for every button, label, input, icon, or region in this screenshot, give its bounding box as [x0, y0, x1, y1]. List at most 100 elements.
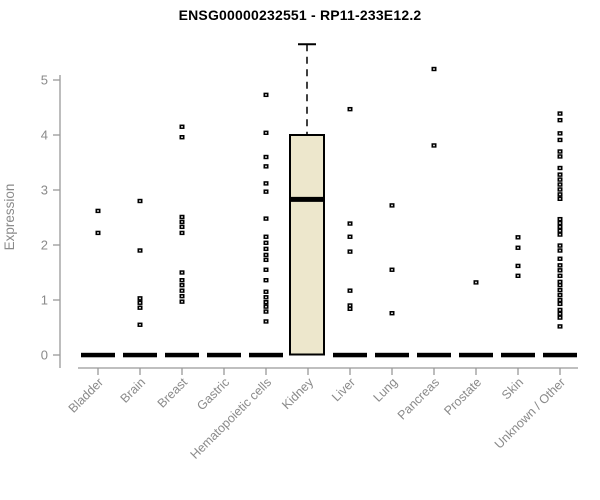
data-point-center	[391, 204, 393, 207]
category-label: Hematopoietic cells	[188, 375, 275, 462]
category-label: Bladder	[66, 375, 106, 415]
data-point-center	[139, 200, 141, 202]
data-point-center	[559, 119, 561, 121]
zero-median-bar	[501, 352, 535, 358]
category-label: Liver	[329, 375, 358, 404]
category-label: Gastric	[194, 375, 232, 413]
data-point-center	[349, 304, 351, 307]
data-point-center	[559, 289, 561, 291]
y-tick-label: 4	[41, 128, 48, 143]
data-point-center	[139, 249, 141, 252]
data-point-center	[265, 165, 267, 168]
zero-median-bar	[333, 352, 367, 358]
data-point-center	[559, 183, 561, 186]
y-axis-title: Expression	[2, 184, 17, 251]
category-label: Prostate	[441, 375, 484, 418]
data-point-center	[181, 232, 183, 234]
data-point-center	[265, 217, 267, 220]
category-label: Kidney	[279, 375, 316, 412]
zero-median-bar	[81, 352, 115, 358]
data-point-center	[265, 310, 267, 313]
data-point-center	[265, 291, 267, 293]
data-point-center	[559, 275, 561, 277]
data-point-center	[433, 144, 435, 147]
zero-median-bar	[123, 352, 157, 358]
data-point-center	[181, 226, 183, 228]
data-point-center	[181, 271, 183, 274]
data-point-center	[139, 307, 141, 309]
data-point-center	[559, 309, 561, 311]
data-point-center	[559, 249, 561, 252]
data-point-center	[559, 230, 561, 232]
data-point-center	[181, 221, 183, 223]
data-point-center	[349, 289, 351, 292]
data-point-center	[265, 254, 267, 256]
data-point-center	[265, 305, 267, 308]
data-point-center	[559, 313, 561, 315]
data-point-center	[265, 320, 267, 323]
data-point-center	[559, 173, 561, 176]
data-point-center	[349, 236, 351, 238]
data-point-center	[181, 284, 183, 286]
data-point-center	[265, 301, 267, 303]
category-label: Brain	[118, 375, 149, 406]
data-point-center	[265, 269, 267, 271]
category-label: Pancreas	[395, 375, 442, 422]
data-point-center	[349, 250, 351, 253]
data-point-center	[265, 132, 267, 134]
data-point-center	[559, 244, 561, 247]
y-tick-label: 0	[41, 348, 48, 363]
data-point-center	[475, 281, 477, 284]
data-point-center	[559, 188, 561, 191]
data-point-center	[559, 139, 561, 141]
data-point-center	[349, 222, 351, 225]
data-point-center	[181, 136, 183, 138]
data-point-center	[559, 233, 561, 236]
data-point-center	[265, 248, 267, 250]
data-point-center	[265, 279, 267, 281]
data-point-center	[139, 297, 141, 300]
kidney-box	[289, 134, 325, 356]
data-point-center	[265, 94, 267, 96]
data-point-center	[559, 325, 561, 328]
data-point-center	[181, 295, 183, 297]
y-tick-label: 1	[41, 293, 48, 308]
data-point-center	[349, 308, 351, 310]
category-label: Lung	[371, 375, 401, 405]
data-point-center	[559, 299, 561, 301]
data-point-center	[517, 275, 519, 277]
data-point-center	[559, 150, 561, 153]
data-point-center	[265, 242, 267, 244]
category-label: Breast	[155, 375, 191, 411]
data-point-center	[517, 265, 519, 267]
data-point-center	[559, 178, 561, 181]
data-point-center	[559, 193, 561, 196]
data-point-center	[559, 222, 561, 224]
data-point-center	[181, 279, 183, 281]
chart-title: ENSG00000232551 - RP11-233E12.2	[178, 7, 422, 23]
zero-median-bar	[417, 352, 451, 358]
data-point-center	[181, 289, 183, 292]
data-point-center	[97, 210, 99, 212]
data-point-center	[181, 216, 183, 218]
data-point-center	[181, 126, 183, 128]
data-point-center	[181, 300, 183, 303]
data-point-center	[559, 316, 561, 319]
data-point-center	[559, 264, 561, 267]
data-point-center	[391, 269, 393, 271]
data-point-center	[559, 294, 561, 296]
data-point-center	[517, 236, 519, 239]
category-label: Unknown / Other	[492, 375, 568, 451]
data-point-center	[559, 167, 561, 169]
zero-median-bar	[375, 352, 409, 358]
data-point-center	[559, 132, 561, 135]
data-point-center	[265, 259, 267, 261]
data-point-center	[265, 236, 267, 238]
data-point-center	[139, 302, 141, 304]
y-tick-label: 3	[41, 183, 48, 198]
data-point-center	[433, 68, 435, 70]
y-tick-label: 5	[41, 73, 48, 88]
data-point-center	[517, 247, 519, 249]
zero-median-bar	[249, 352, 283, 358]
